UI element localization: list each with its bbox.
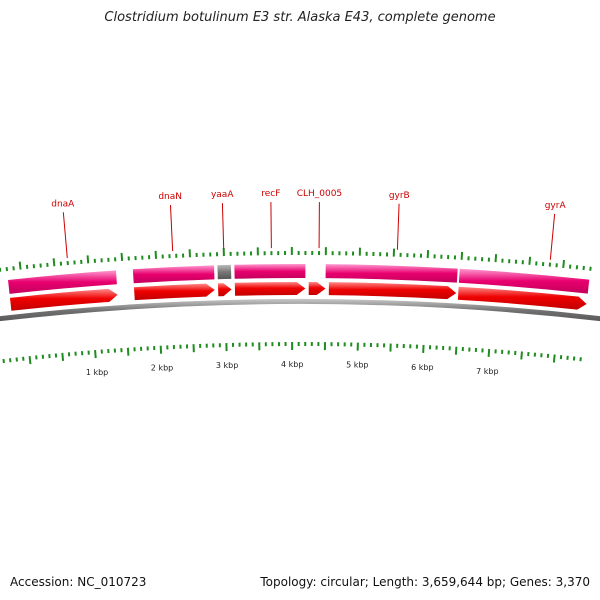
gene-label: dnaN: [158, 192, 182, 202]
gene-label-leader: [221, 203, 225, 250]
gene-feature: [458, 268, 590, 294]
major-tick: [520, 351, 523, 360]
major-tick: [28, 356, 32, 365]
gene-label-leader: [62, 212, 68, 259]
scale-labels: 1 kbp 2 kbp 3 kbp 4 kbp 5 kbp 6 kbp 7 kbp: [86, 360, 499, 377]
major-tick: [126, 347, 130, 356]
gene-label: gyrB: [389, 191, 410, 201]
gene-label-leader: [396, 203, 400, 250]
major-tick: [52, 258, 56, 267]
scale-label: 3 kbp: [216, 361, 238, 370]
major-tick: [528, 256, 532, 265]
cds-arrow: [9, 288, 118, 311]
inner-tick-track: [2, 341, 582, 365]
gene-label-leader: [169, 205, 174, 252]
gene-label-leader: [549, 213, 556, 260]
major-tick: [487, 348, 491, 357]
gene-label: gyrA: [545, 201, 567, 211]
scale-label: 5 kbp: [346, 361, 368, 370]
major-tick: [120, 252, 124, 261]
cds-arrow: [234, 282, 306, 296]
major-tick: [494, 254, 498, 263]
major-tick: [18, 261, 22, 270]
pseudogene-feature: [217, 264, 232, 280]
scale-label: 7 kbp: [476, 367, 498, 376]
gene-labels: dnaA dnaN yaaA recF CLH_0005 gyrB gyrA: [51, 189, 566, 260]
gene-feature: [8, 270, 117, 294]
genome-summary-text: Topology: circular; Length: 3,659,644 bp…: [260, 575, 590, 589]
gene-label: yaaA: [211, 190, 234, 200]
cds-arrow: [457, 286, 587, 310]
cds-arrow: [328, 282, 457, 300]
scale-label: 4 kbp: [281, 360, 303, 369]
scale-label: 6 kbp: [411, 363, 433, 372]
outer-tick-track: [0, 247, 592, 272]
scale-label: 1 kbp: [86, 368, 108, 377]
major-tick: [61, 352, 65, 361]
gene-label: CLH_0005: [297, 189, 342, 199]
scale-label: 2 kbp: [151, 364, 173, 373]
gene-feature: [132, 265, 215, 284]
gene-track: [8, 264, 590, 294]
major-tick: [552, 354, 556, 363]
major-tick: [562, 259, 566, 269]
accession-text: Accession: NC_010723: [10, 575, 147, 589]
genome-backbone: [0, 299, 600, 322]
cds-arrow: [308, 282, 326, 296]
cds-arrow: [133, 283, 215, 301]
backbone-track: [0, 299, 600, 322]
cds-track: [9, 282, 587, 311]
gene-feature: [234, 264, 306, 279]
cds-arrow: [217, 283, 232, 297]
major-tick: [94, 350, 97, 359]
major-tick: [86, 255, 90, 264]
gene-label: recF: [261, 189, 280, 199]
gene-feature: [325, 264, 458, 283]
gene-label: dnaA: [51, 199, 75, 209]
page-title: Clostridium botulinum E3 str. Alaska E43…: [104, 10, 496, 25]
